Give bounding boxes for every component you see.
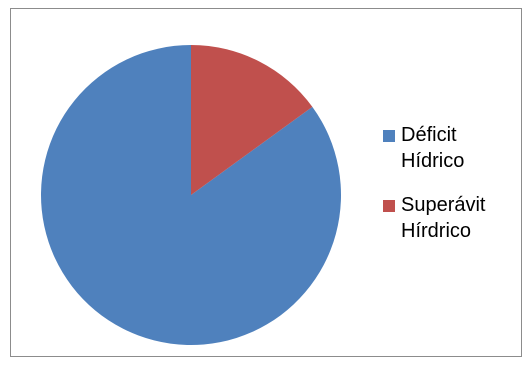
pie-slice-deficit [40,45,341,345]
legend: Déficit Hídrico Superávit Hírdrico [383,122,486,262]
pie-slices [40,45,341,345]
legend-label-deficit: Déficit Hídrico [401,124,465,172]
pie-slice-superavit [191,45,313,195]
legend-swatch-deficit [383,130,395,142]
pie-chart [40,45,341,345]
legend-label-superavit: Superávit Hírdrico [401,194,486,242]
legend-swatch-superavit [383,200,395,212]
legend-entry-superavit: Superávit Hírdrico [383,192,486,244]
chart-area: Déficit Hídrico Superávit Hírdrico [10,8,522,357]
legend-entry-deficit: Déficit Hídrico [383,122,486,174]
